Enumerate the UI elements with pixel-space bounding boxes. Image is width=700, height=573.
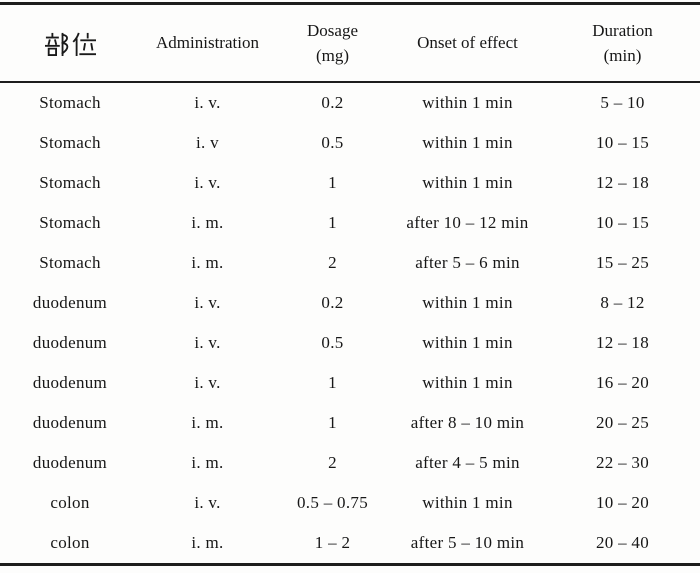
cell-administration: i. m. xyxy=(191,453,224,472)
cell-administration: i. v. xyxy=(194,373,221,392)
cell-site: Stomach xyxy=(39,93,101,112)
cell-duration: 10 – 20 xyxy=(595,493,650,512)
cell-onset: after 4 – 5 min xyxy=(415,453,520,472)
cell-administration: i. v. xyxy=(194,173,221,192)
cell-dosage: 0.2 xyxy=(321,293,344,312)
cell-duration: 5 – 10 xyxy=(600,93,645,112)
cell-onset: after 5 – 10 min xyxy=(410,533,525,552)
cell-dosage: 1 xyxy=(328,413,337,432)
cell-onset: after 10 – 12 min xyxy=(406,213,529,232)
cell-duration: 10 – 15 xyxy=(595,213,650,232)
cell-administration: i. v. xyxy=(194,333,221,352)
table-row: duodenum i. v. 0.2 within 1 min 8 – 12 xyxy=(0,283,700,323)
cell-dosage: 2 xyxy=(328,453,337,472)
cell-duration: 10 – 15 xyxy=(595,133,650,152)
table-row: Stomach i. v 0.5 within 1 min 10 – 15 xyxy=(0,123,700,163)
column-header-administration: Administration xyxy=(156,33,259,53)
column-header-dosage-line1: Dosage xyxy=(307,20,358,40)
cell-dosage: 0.5 xyxy=(321,333,344,352)
cell-administration: i. v xyxy=(196,133,219,152)
cell-onset: within 1 min xyxy=(422,333,513,352)
cell-site: duodenum xyxy=(32,413,108,432)
column-header-duration-line2: (min) xyxy=(603,46,642,65)
column-header-onset: Onset of effect xyxy=(417,33,518,53)
cell-onset: within 1 min xyxy=(422,293,513,312)
table-row: duodenum i. m. 1 after 8 – 10 min 20 – 2… xyxy=(0,403,700,443)
table-row: duodenum i. m. 2 after 4 – 5 min 22 – 30 xyxy=(0,443,700,483)
cell-duration: 12 – 18 xyxy=(595,333,650,352)
column-header-duration: Duration (min) xyxy=(545,18,700,69)
cell-administration: i. m. xyxy=(191,413,224,432)
cell-onset: within 1 min xyxy=(422,133,513,152)
cell-site: Stomach xyxy=(39,213,101,232)
table-row: duodenum i. v. 0.5 within 1 min 12 – 18 xyxy=(0,323,700,363)
column-header-dosage-line2: (mg) xyxy=(315,46,350,65)
cell-duration: 20 – 40 xyxy=(595,533,650,552)
cell-dosage: 1 xyxy=(328,173,337,192)
cell-site: Stomach xyxy=(39,253,101,272)
cell-onset: within 1 min xyxy=(422,373,513,392)
cell-duration: 20 – 25 xyxy=(595,413,650,432)
column-header-duration-line1: Duration xyxy=(592,20,653,40)
cell-onset: within 1 min xyxy=(422,173,513,192)
table-row: Stomach i. m. 1 after 10 – 12 min 10 – 1… xyxy=(0,203,700,243)
cell-duration: 12 – 18 xyxy=(595,173,650,192)
cell-site: duodenum xyxy=(32,373,108,392)
cell-onset: after 8 – 10 min xyxy=(410,413,525,432)
cell-site: Stomach xyxy=(39,133,101,152)
cell-site: duodenum xyxy=(32,453,108,472)
cell-administration: i. m. xyxy=(191,213,224,232)
column-header-site xyxy=(0,30,140,57)
cell-dosage: 2 xyxy=(328,253,337,272)
cell-dosage: 0.5 xyxy=(321,133,344,152)
table-header-rule xyxy=(0,81,700,83)
cell-dosage: 0.5 – 0.75 xyxy=(297,493,368,512)
cell-onset: within 1 min xyxy=(422,93,513,112)
cell-site: Stomach xyxy=(39,173,101,192)
cell-dosage: 1 xyxy=(328,373,337,392)
table-row: Stomach i. m. 2 after 5 – 6 min 15 – 25 xyxy=(0,243,700,283)
cjk-site-glyphs xyxy=(44,32,96,57)
cell-onset: within 1 min xyxy=(422,493,513,512)
cjk-glyph-wei xyxy=(72,32,96,57)
cell-site: duodenum xyxy=(32,333,108,352)
cell-onset: after 5 – 6 min xyxy=(415,253,520,272)
cjk-glyph-bu xyxy=(44,32,68,57)
cell-administration: i. v. xyxy=(194,493,221,512)
cell-administration: i. v. xyxy=(194,93,221,112)
cell-administration: i. m. xyxy=(191,253,224,272)
cell-site: colon xyxy=(50,533,90,552)
column-header-dosage: Dosage (mg) xyxy=(275,18,390,69)
table-header-row: Administration Dosage (mg) Onset of effe… xyxy=(0,5,700,81)
table-row: colon i. v. 0.5 – 0.75 within 1 min 10 –… xyxy=(0,483,700,523)
table-row: colon i. m. 1 – 2 after 5 – 10 min 20 – … xyxy=(0,523,700,563)
cell-duration: 22 – 30 xyxy=(595,453,650,472)
table-row: Stomach i. v. 1 within 1 min 12 – 18 xyxy=(0,163,700,203)
cell-duration: 8 – 12 xyxy=(600,293,645,312)
table-row: duodenum i. v. 1 within 1 min 16 – 20 xyxy=(0,363,700,403)
cell-dosage: 1 xyxy=(328,213,337,232)
cell-dosage: 1 – 2 xyxy=(314,533,351,552)
cell-duration: 15 – 25 xyxy=(595,253,650,272)
table-bottom-rule xyxy=(0,563,700,566)
cell-administration: i. m. xyxy=(191,533,224,552)
cell-site: colon xyxy=(50,493,90,512)
table-row: Stomach i. v. 0.2 within 1 min 5 – 10 xyxy=(0,83,700,123)
table-top-rule xyxy=(0,2,700,5)
cell-administration: i. v. xyxy=(194,293,221,312)
cell-site: duodenum xyxy=(32,293,108,312)
cell-dosage: 0.2 xyxy=(321,93,344,112)
cell-duration: 16 – 20 xyxy=(595,373,650,392)
